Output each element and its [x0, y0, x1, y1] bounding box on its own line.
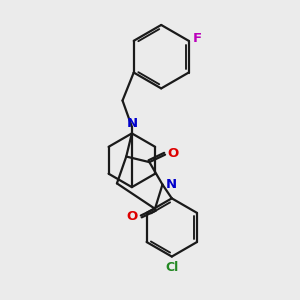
Text: O: O: [127, 210, 138, 223]
Text: F: F: [193, 32, 202, 46]
Text: N: N: [126, 117, 137, 130]
Text: N: N: [165, 178, 177, 191]
Text: O: O: [167, 147, 178, 161]
Text: Cl: Cl: [165, 261, 178, 274]
